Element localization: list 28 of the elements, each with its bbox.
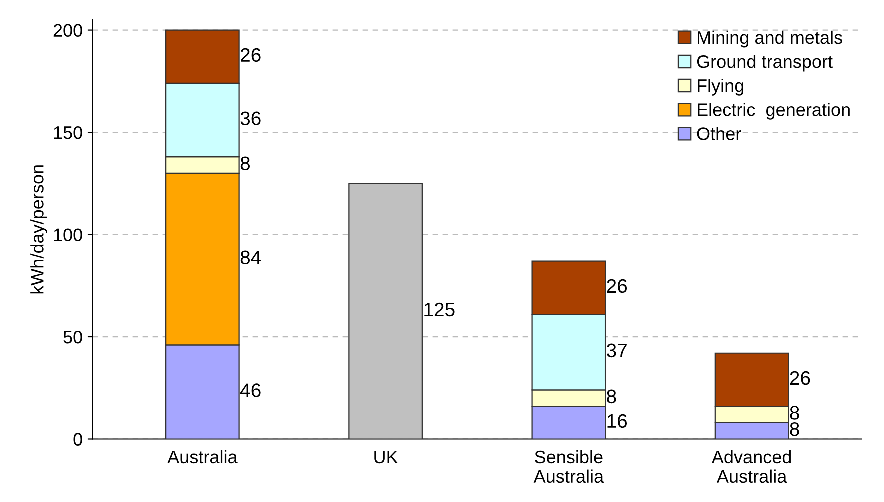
legend-label: Electric generation	[698, 103, 850, 120]
data-label: 8	[240, 156, 250, 170]
legend-label: Flying	[698, 79, 744, 96]
x-tick-label: Advanced Australia	[712, 450, 792, 484]
data-label: 16	[608, 414, 628, 428]
data-label: 26	[790, 371, 810, 386]
legend-label: Ground transport	[697, 54, 833, 72]
data-label: 8	[607, 390, 616, 404]
data-label: 37	[607, 344, 627, 358]
data-label: 36	[240, 112, 261, 126]
legend-label: Other	[697, 127, 742, 140]
y-axis-title: kWh/day/person	[30, 166, 48, 294]
data-label: 125	[424, 302, 455, 317]
data-label: 26	[607, 279, 628, 294]
y-tick-label: 100	[54, 228, 82, 242]
y-tick-label: 200	[54, 24, 82, 38]
x-tick-label: UK	[374, 451, 398, 464]
y-tick-label: 0	[74, 433, 82, 446]
data-label: 8	[790, 406, 800, 420]
legend-label: Mining and metals	[698, 30, 842, 48]
x-tick-label: Australia	[168, 450, 238, 464]
data-label: 26	[241, 48, 261, 62]
data-label: 46	[240, 384, 261, 398]
x-tick-label: Sensible Australia	[534, 450, 604, 484]
y-tick-label: 150	[54, 126, 82, 140]
data-label: 84	[240, 250, 262, 265]
y-tick-label: 50	[64, 330, 82, 344]
data-label: 8	[790, 422, 800, 436]
